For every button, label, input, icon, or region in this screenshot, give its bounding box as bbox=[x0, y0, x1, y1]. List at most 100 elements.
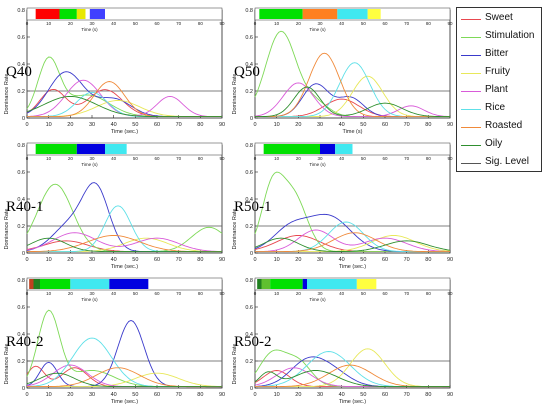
x-tick-label-r40-1: 20 bbox=[67, 257, 73, 263]
band-tick-label: 90 bbox=[447, 156, 453, 161]
panel-r50-2: 0 0.2 0.4 0.6 0.8 0 10 20 30 40 50 60 70 80 90 Time (se… bbox=[232, 277, 453, 405]
legend-item-stimulation: Stimulation bbox=[461, 28, 543, 46]
x-tick-label-r40-1: 30 bbox=[89, 257, 95, 263]
x-tick-label-r50-1: 10 bbox=[274, 257, 280, 263]
y-tick-label-r40-1: 0.6 bbox=[17, 170, 25, 176]
x-tick-label-r50-1: 0 bbox=[253, 257, 256, 263]
band-segment bbox=[35, 9, 60, 19]
x-tick-label-r50-1: 40 bbox=[339, 257, 345, 263]
band-segment bbox=[302, 9, 338, 19]
panel-title-q40: Q40 bbox=[6, 64, 32, 80]
legend-swatch-sweet bbox=[461, 19, 481, 20]
band-segment bbox=[35, 144, 77, 154]
band-tick-label: 0 bbox=[254, 156, 257, 161]
band-tick-label: 20 bbox=[68, 156, 74, 161]
band-axis-label: Time (s) bbox=[81, 27, 98, 32]
x-tick-label-q50: 60 bbox=[382, 122, 388, 128]
band-segment bbox=[76, 144, 105, 154]
x-tick-label-r50-2: 70 bbox=[404, 392, 410, 398]
band-segment bbox=[356, 279, 377, 289]
x-tick-label-q40: 60 bbox=[154, 122, 160, 128]
y-tick-label-q40: 0.2 bbox=[17, 89, 25, 95]
x-tick-label-r50-2: 10 bbox=[274, 392, 280, 398]
band-tick-label: 60 bbox=[382, 291, 388, 296]
band-segment bbox=[261, 279, 271, 289]
x-tick-label-q40: 20 bbox=[67, 122, 73, 128]
legend-item-rice: Rice bbox=[461, 100, 543, 118]
x-tick-label-q40: 0 bbox=[25, 122, 28, 128]
panel-q40: 0 0.2 0.4 0.6 0.8 0 10 20 30 40 50 60 70 80 90 Time (se… bbox=[4, 7, 225, 135]
legend-item-sweet: Sweet bbox=[461, 10, 543, 28]
panel-title-r40-2: R40-2 bbox=[6, 334, 44, 350]
y-tick-label-r40-2: 0.6 bbox=[17, 305, 25, 311]
band-axis-label: Time (s) bbox=[309, 297, 326, 302]
band-segment bbox=[105, 144, 127, 154]
band-segment bbox=[320, 144, 336, 154]
band-tick-label: 80 bbox=[198, 21, 204, 26]
band-tick-label: 90 bbox=[447, 291, 453, 296]
band-axis-label: Time (s) bbox=[81, 297, 98, 302]
y-axis-label-q50: Dominance Rate bbox=[232, 74, 238, 115]
y-tick-label-r50-2: 0.8 bbox=[245, 278, 253, 284]
band-tick-label: 10 bbox=[46, 21, 52, 26]
band-segment bbox=[109, 279, 149, 289]
x-tick-label-r40-1: 0 bbox=[25, 257, 28, 263]
plot-area-r40-2 bbox=[26, 279, 223, 389]
band-segment bbox=[259, 9, 303, 19]
band-tick-label: 90 bbox=[447, 21, 453, 26]
y-tick-label-r40-1: 0.4 bbox=[17, 197, 25, 203]
band-tick-label: 0 bbox=[254, 21, 257, 26]
x-tick-label-r40-2: 10 bbox=[46, 392, 52, 398]
band-axis-label: Time (s) bbox=[309, 162, 326, 167]
band-tick-label: 30 bbox=[317, 21, 323, 26]
legend-item-plant: Plant bbox=[461, 82, 543, 100]
plot-area-r40-1 bbox=[26, 144, 223, 254]
y-tick-label-r50-2: 0.2 bbox=[245, 359, 253, 365]
x-axis-label-r40-1: Time (sec.) bbox=[111, 264, 138, 270]
legend-swatch-sig-level bbox=[461, 163, 481, 164]
band-tick-label: 30 bbox=[89, 156, 95, 161]
x-tick-label-q40: 50 bbox=[132, 122, 138, 128]
y-tick-label-q50: 0.8 bbox=[245, 8, 253, 14]
legend-label-roasted: Roasted bbox=[485, 120, 523, 131]
band-tick-label: 0 bbox=[26, 156, 29, 161]
band-tick-label: 20 bbox=[296, 291, 302, 296]
x-tick-label-r50-1: 80 bbox=[425, 257, 431, 263]
dominance-band-q40: 0 10 20 30 40 50 60 70 80 90 Time (s) bbox=[26, 7, 225, 32]
legend: Sweet Stimulation Bitter Fruity Plant Ri… bbox=[456, 7, 542, 172]
series-line-oily bbox=[26, 237, 222, 253]
band-segment bbox=[302, 279, 307, 289]
legend-label-fruity: Fruity bbox=[485, 66, 510, 77]
legend-swatch-plant bbox=[461, 91, 481, 92]
series-line-oily bbox=[254, 237, 451, 252]
legend-label-sig-level: Sig. Level bbox=[485, 156, 529, 167]
x-tick-label-q40: 10 bbox=[46, 122, 52, 128]
series-line-plant bbox=[254, 82, 450, 118]
x-tick-label-q50: 40 bbox=[339, 122, 345, 128]
y-tick-label-r40-1: 0.2 bbox=[17, 224, 25, 230]
band-tick-label: 70 bbox=[176, 291, 182, 296]
band-tick-label: 80 bbox=[426, 156, 432, 161]
x-tick-label-r50-2: 0 bbox=[253, 392, 256, 398]
x-tick-label-r40-2: 40 bbox=[111, 392, 117, 398]
y-tick-label-r50-2: 0.6 bbox=[245, 305, 253, 311]
band-tick-label: 60 bbox=[382, 21, 388, 26]
band-tick-label: 40 bbox=[339, 291, 345, 296]
series-line-plant bbox=[255, 229, 451, 253]
band-tick-label: 80 bbox=[426, 21, 432, 26]
band-tick-label: 10 bbox=[274, 291, 280, 296]
band-axis-label: Time (s) bbox=[309, 27, 326, 32]
legend-item-oily: Oily bbox=[461, 136, 543, 154]
band-tick-label: 20 bbox=[296, 21, 302, 26]
band-tick-label: 50 bbox=[361, 21, 367, 26]
x-tick-label-q50: 90 bbox=[447, 122, 453, 128]
band-tick-label: 60 bbox=[382, 156, 388, 161]
band-segment bbox=[70, 279, 110, 289]
x-tick-label-r40-2: 0 bbox=[25, 392, 28, 398]
band-tick-label: 20 bbox=[296, 156, 302, 161]
y-tick-label-r50-1: 0 bbox=[250, 251, 253, 257]
band-segment bbox=[40, 279, 71, 289]
panel-title-r50-2: R50-2 bbox=[234, 334, 272, 350]
y-tick-label-r50-2: 0 bbox=[250, 386, 253, 392]
y-tick-label-r40-2: 0.2 bbox=[17, 359, 25, 365]
